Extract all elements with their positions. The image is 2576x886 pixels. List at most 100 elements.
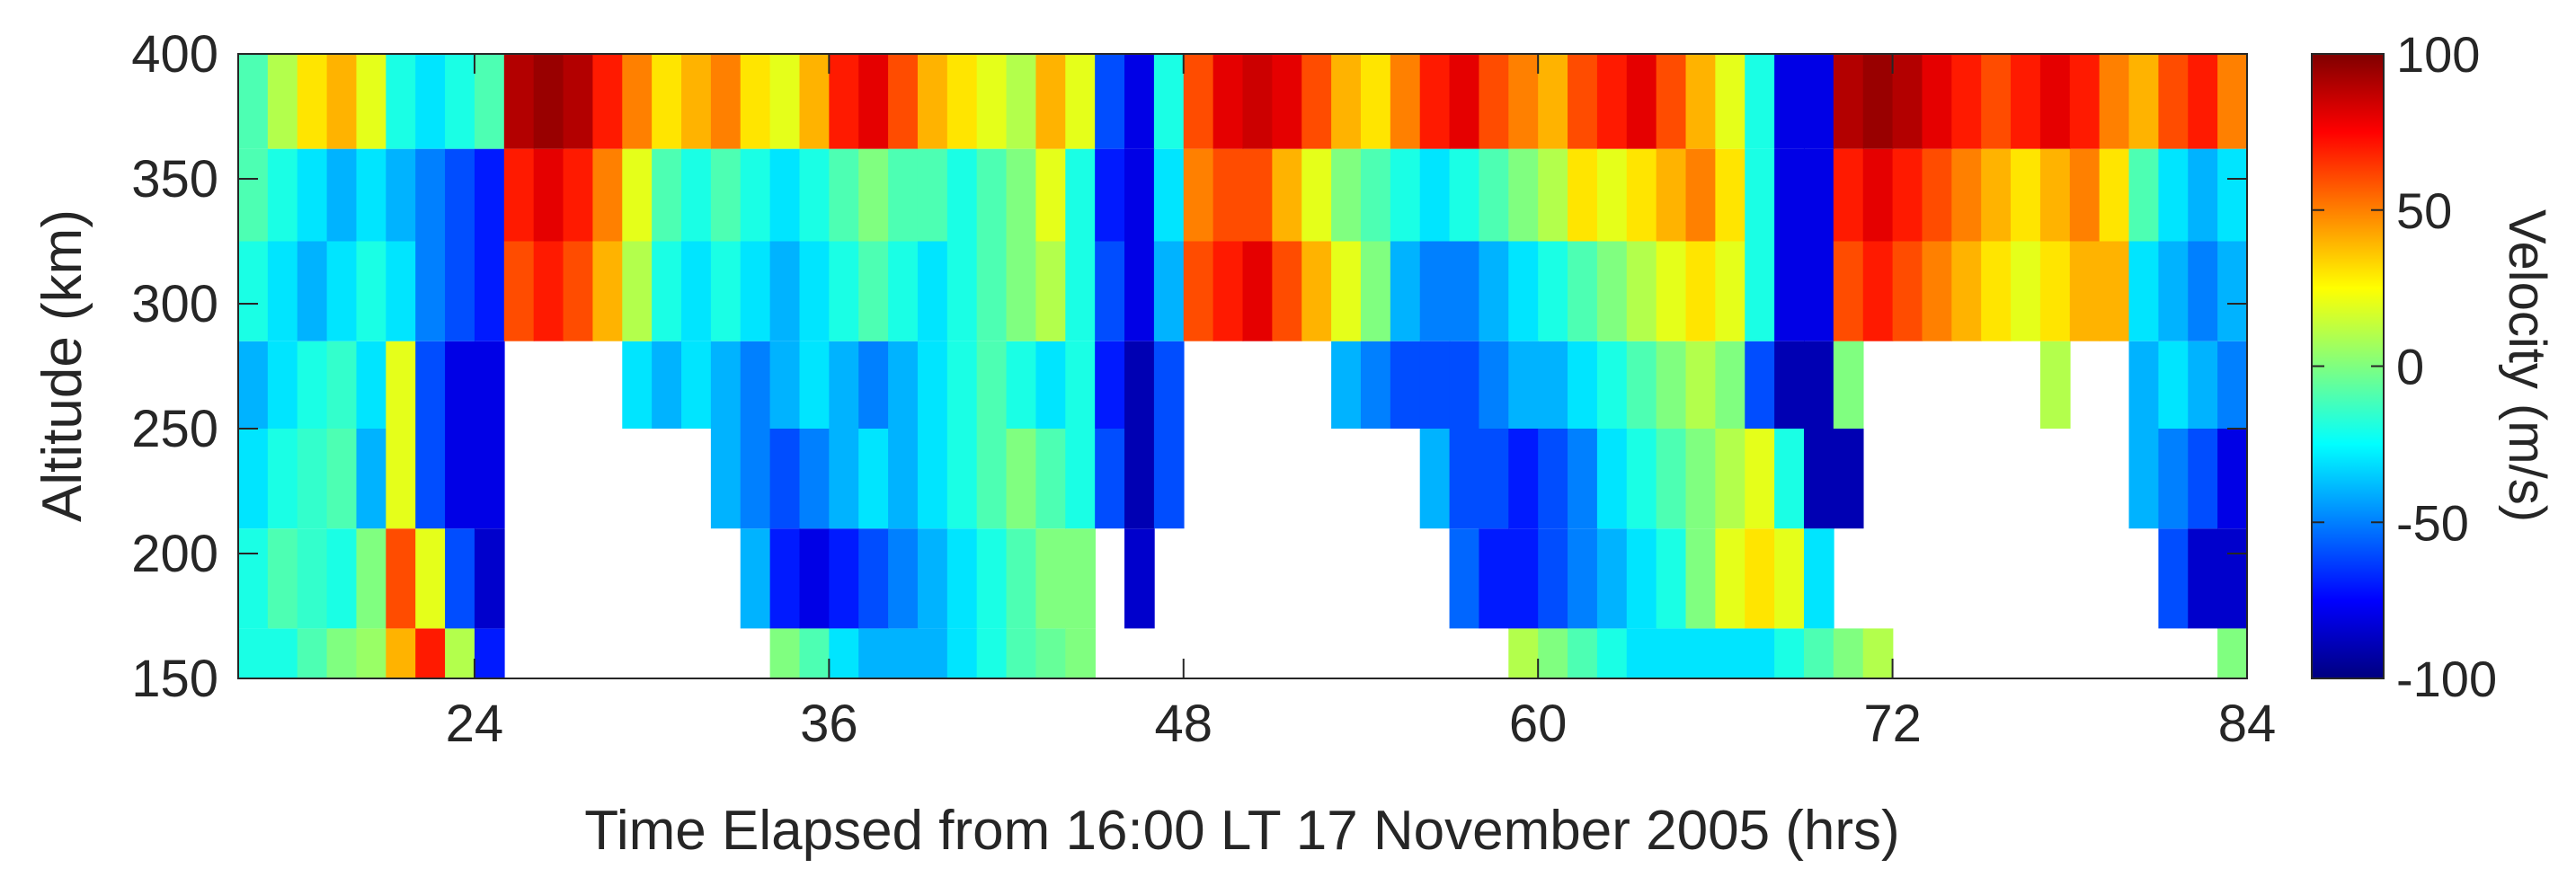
heatmap-cell (2011, 148, 2041, 242)
heatmap-cell (710, 148, 742, 242)
heatmap-cell (769, 429, 801, 529)
heatmap-cell (681, 241, 712, 341)
heatmap-cell (563, 54, 594, 149)
heatmap-cell (829, 628, 860, 678)
heatmap-cell (1626, 341, 1657, 429)
heatmap-cell (1153, 341, 1185, 429)
heatmap-cell (1153, 241, 1185, 341)
heatmap-cell (445, 148, 475, 242)
heatmap-cell (1331, 148, 1362, 242)
heatmap-cell (238, 54, 269, 149)
heatmap-cell (1449, 341, 1480, 429)
heatmap-cell (976, 341, 1008, 429)
heatmap-cell (1449, 54, 1480, 149)
heatmap-cell (563, 241, 594, 341)
heatmap-cell (1508, 528, 1539, 629)
heatmap-cell (2039, 148, 2071, 242)
heatmap-cell (356, 429, 387, 529)
heatmap-cell (1715, 528, 1746, 629)
plot-frame (237, 53, 2248, 679)
heatmap-cell (976, 528, 1008, 629)
heatmap-cell (1685, 241, 1717, 341)
heatmap-cell (1656, 628, 1687, 678)
heatmap-cell (888, 628, 919, 678)
heatmap-cell (2099, 54, 2130, 149)
heatmap-cell (858, 628, 889, 678)
heatmap-cell (740, 148, 771, 242)
heatmap-cell (858, 54, 889, 149)
heatmap-cell (1745, 148, 1775, 242)
heatmap-cell (769, 148, 801, 242)
heatmap-cell (297, 429, 328, 529)
heatmap-cell (2188, 241, 2218, 341)
heatmap-cell (917, 429, 948, 529)
heatmap-cell (1922, 148, 1953, 242)
heatmap-cell (917, 54, 948, 149)
heatmap-cell (799, 341, 831, 429)
heatmap-cell (356, 54, 387, 149)
heatmap-cell (1715, 241, 1746, 341)
heatmap-cell (1419, 148, 1451, 242)
heatmap-cell (1124, 54, 1155, 149)
heatmap-cell (1419, 429, 1451, 529)
heatmap-cell (1626, 528, 1657, 629)
heatmap-cell (622, 341, 653, 429)
heatmap-cell (1685, 628, 1717, 678)
heatmap-cell (2188, 54, 2218, 149)
heatmap-cell (1390, 54, 1421, 149)
heatmap-cell (2158, 54, 2190, 149)
heatmap-cell (356, 528, 387, 629)
heatmap-cell (533, 241, 564, 341)
heatmap-cell (563, 148, 594, 242)
heatmap-cell (533, 148, 564, 242)
heatmap-cell (267, 528, 298, 629)
colorbar-tick-label: 50 (2396, 182, 2452, 239)
heatmap-cell (326, 628, 358, 678)
heatmap-cell (503, 241, 535, 341)
heatmap-cell (1862, 54, 1894, 149)
heatmap-cell (592, 148, 624, 242)
heatmap-cell (769, 528, 801, 629)
heatmap-cell (1065, 341, 1096, 429)
heatmap-cell (799, 148, 831, 242)
heatmap-cell (1538, 429, 1568, 529)
heatmap-cell (1892, 241, 1923, 341)
heatmap-cell (829, 429, 860, 529)
heatmap-cell (946, 241, 978, 341)
heatmap-cell (976, 148, 1008, 242)
heatmap-cell (386, 241, 417, 341)
heatmap-cell (1538, 628, 1568, 678)
heatmap-cell (1479, 528, 1510, 629)
heatmap-cell (888, 54, 919, 149)
heatmap-cell (769, 628, 801, 678)
heatmap-cell (386, 148, 417, 242)
heatmap-cell (1095, 429, 1125, 529)
heatmap-cell (2069, 241, 2101, 341)
heatmap-cell (1568, 148, 1598, 242)
heatmap-cell (1656, 54, 1687, 149)
heatmap-cell (386, 628, 417, 678)
heatmap-cell (1685, 429, 1717, 529)
heatmap-cell (2158, 341, 2190, 429)
heatmap-cell (1183, 241, 1214, 341)
heatmap-cell (297, 54, 328, 149)
heatmap-cell (1922, 54, 1953, 149)
heatmap-cell (415, 148, 446, 242)
heatmap-cell (2188, 148, 2218, 242)
heatmap-cell (2069, 54, 2101, 149)
heatmap-cell (681, 54, 712, 149)
heatmap-cell (1656, 148, 1687, 242)
heatmap-cell (1360, 241, 1391, 341)
heatmap-cell (1095, 241, 1125, 341)
heatmap-cell (829, 528, 860, 629)
heatmap-cell (415, 429, 446, 529)
heatmap-cell (1095, 341, 1125, 429)
heatmap-cell (326, 341, 358, 429)
heatmap-cell (1035, 628, 1067, 678)
heatmap-cell (2039, 54, 2071, 149)
x-tick-label: 36 (800, 695, 858, 753)
heatmap-cell (503, 54, 535, 149)
heatmap-cell (710, 429, 742, 529)
heatmap-cell (1951, 148, 1982, 242)
heatmap-cell (1745, 528, 1775, 629)
